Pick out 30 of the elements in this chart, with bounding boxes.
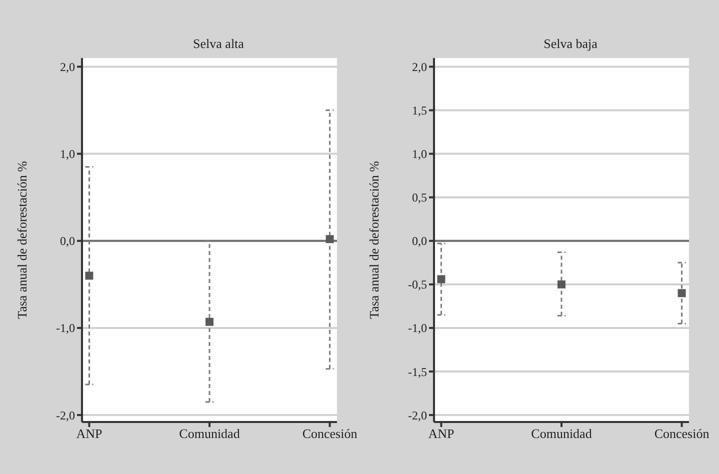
y-tick-label: -1,5 <box>408 364 427 379</box>
y-tick-label: 0,0 <box>60 234 75 248</box>
x-tick-label: Comunidad <box>179 426 240 442</box>
point <box>206 318 214 326</box>
point <box>326 235 334 244</box>
y-tick-label: -1,0 <box>56 321 75 336</box>
x-tick-label: Comunidad <box>531 426 592 442</box>
point <box>85 272 94 280</box>
y-tick-label: 0,0 <box>412 234 427 248</box>
x-tick-label: ANP <box>428 426 454 442</box>
y-tick-label: 2,0 <box>60 60 75 74</box>
y-tick-label: 2,0 <box>412 60 427 74</box>
y-tick-label: 0,5 <box>412 190 427 205</box>
y-axis-title: Tasa anual de deforestación % <box>14 160 30 319</box>
y-axis-title: Tasa anual de deforestación % <box>366 160 382 319</box>
point <box>678 289 686 298</box>
y-tick-label: 1,0 <box>60 147 75 162</box>
point <box>437 275 446 284</box>
y-tick-label: 1,5 <box>412 104 427 118</box>
chart-title: Selva baja <box>542 36 598 52</box>
x-tick-label: Concesión <box>302 426 358 442</box>
point <box>558 280 566 288</box>
chart-title: Selva alta <box>192 36 245 52</box>
y-tick-label: -2,0 <box>56 408 75 422</box>
x-tick-label: Concesión <box>654 426 710 442</box>
x-tick-label: ANP <box>76 426 102 442</box>
y-tick-label: -1,0 <box>408 321 427 336</box>
y-tick-label: -2,0 <box>408 408 427 422</box>
y-tick-label: -0,5 <box>408 278 427 292</box>
y-tick-label: 1,0 <box>412 147 427 162</box>
